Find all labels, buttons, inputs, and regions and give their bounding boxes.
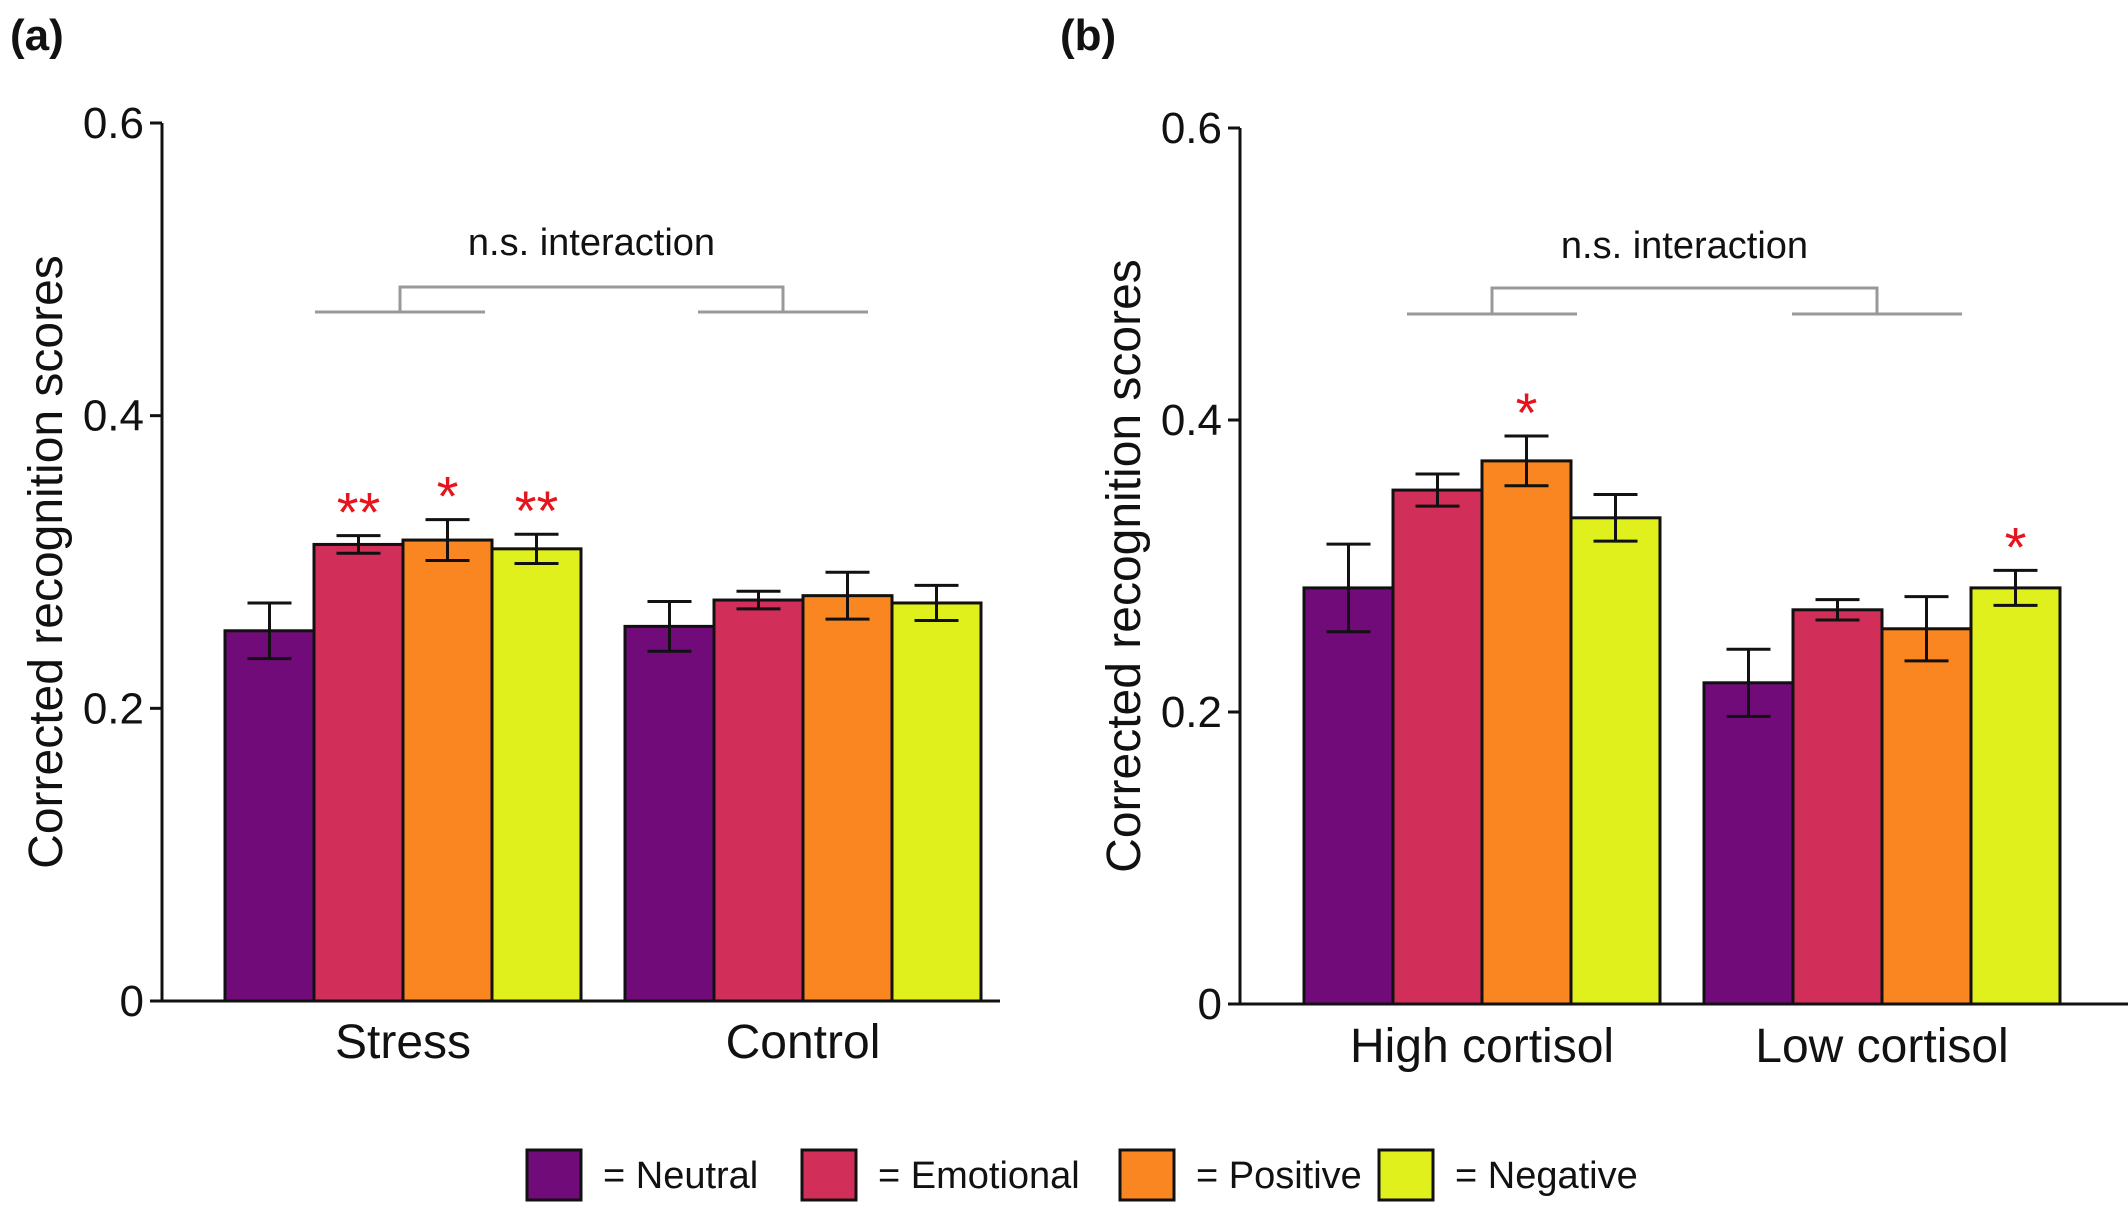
legend-label: = Emotional (878, 1155, 1080, 1197)
interaction-bracket-connector (1490, 286, 1879, 314)
bar-emotional (1391, 488, 1484, 1006)
bar-positive (801, 594, 894, 1003)
panel-label: (b) (1060, 11, 1116, 60)
legend-label: = Positive (1196, 1155, 1362, 1197)
bar-positive (1480, 459, 1573, 1006)
y-axis-title: Corrected recognition scores (20, 255, 73, 869)
chart-panel-a: (a) Corrected recognition scores 0 0.2 0.4 0.… (10, 11, 1000, 1069)
legend-label: = Neutral (603, 1155, 758, 1197)
category-label: Stress (335, 1016, 471, 1069)
significance-marker: * (437, 465, 459, 528)
legend-swatch-positive (1118, 1148, 1176, 1202)
chart-panel-b: (b) Corrected recognition scores 0 0.2 0.4 0.… (1060, 11, 2128, 1073)
legend: = Neutral = Emotional = Positive = Negative (525, 1148, 1638, 1202)
legend-label: = Negative (1455, 1155, 1638, 1197)
legend-swatch-negative (1377, 1148, 1435, 1202)
category-label: High cortisol (1350, 1020, 1614, 1073)
bar-negative (1969, 586, 2062, 1006)
bar-emotional (312, 542, 405, 1003)
bar-neutral (623, 624, 716, 1003)
panel-label: (a) (10, 11, 64, 60)
y-tick-label: 0 (1198, 980, 1222, 1029)
y-tick-label: 0.2 (83, 684, 144, 733)
y-tick-label: 0.4 (1161, 396, 1222, 445)
bar-negative (490, 547, 583, 1003)
bar-neutral (223, 629, 316, 1003)
bar-positive (1880, 627, 1973, 1006)
y-axis-title: Corrected recognition scores (1098, 259, 1151, 873)
significance-marker: * (2005, 515, 2027, 578)
significance-marker: ** (337, 481, 381, 544)
y-tick-label: 0.2 (1161, 688, 1222, 737)
interaction-bracket-connector (398, 285, 785, 312)
y-tick-label: 0.6 (83, 99, 144, 148)
significance-marker: ** (515, 479, 559, 542)
bar-positive (401, 538, 494, 1003)
bar-emotional (1791, 608, 1884, 1006)
bar-neutral (1302, 586, 1395, 1006)
y-tick-label: 0.4 (83, 392, 144, 441)
category-label: Low cortisol (1755, 1020, 2008, 1073)
bar-negative (890, 601, 983, 1003)
bar-negative (1569, 516, 1662, 1006)
y-tick-label: 0.6 (1161, 104, 1222, 153)
legend-swatch-neutral (525, 1148, 583, 1202)
y-tick-label: 0 (120, 977, 144, 1026)
bar-emotional (712, 598, 805, 1003)
significance-marker: * (1516, 381, 1538, 444)
bar-neutral (1702, 681, 1795, 1006)
legend-swatch-emotional (800, 1148, 858, 1202)
interaction-label: n.s. interaction (1561, 225, 1808, 267)
category-label: Control (726, 1016, 881, 1069)
interaction-label: n.s. interaction (468, 222, 715, 264)
